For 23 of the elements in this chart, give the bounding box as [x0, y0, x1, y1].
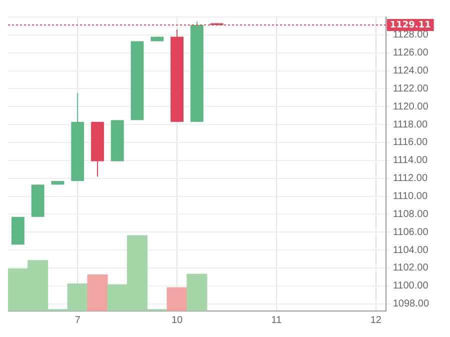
bar: [186, 274, 208, 311]
ref-line-label: 1129.11: [390, 20, 431, 30]
y-tick-label: 1112.00: [392, 173, 428, 184]
y-tick-label: 1126.00: [392, 48, 429, 59]
y-tick-label: 1114.00: [392, 155, 428, 166]
y-tick-label: 1098.00: [392, 298, 430, 310]
y-tick-label: 1100.00: [392, 280, 429, 292]
y-tick-label: 1110.00: [392, 191, 428, 202]
y-tick-label: 1120.00: [392, 101, 429, 112]
bar: [166, 287, 188, 311]
y-tick-label: 1116.00: [392, 137, 428, 148]
bar: [87, 274, 108, 311]
y-tick-label: 1122.00: [392, 83, 429, 94]
y-tick-label: 1104.00: [392, 244, 429, 256]
x-tick-label: 11: [271, 314, 282, 326]
y-tick-label: 1118.00: [392, 119, 428, 130]
y-tick-label: 1106.00: [392, 226, 429, 238]
y-tick-label: 1124.00: [392, 66, 429, 77]
x-tick-label: 12: [370, 314, 382, 326]
y-tick-label: 1102.00: [392, 262, 429, 274]
y-tick-label: 1108.00: [392, 208, 429, 220]
x-tick-label: 10: [171, 314, 184, 326]
x-tick-label: 7: [74, 314, 81, 326]
